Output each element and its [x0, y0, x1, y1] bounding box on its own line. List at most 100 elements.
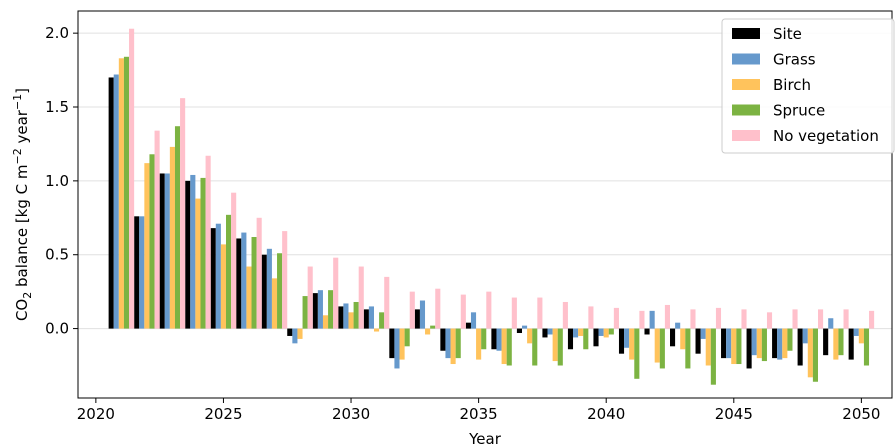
y-label-co-subscript: 2 — [21, 292, 34, 299]
x-tick-label: 2020 — [77, 405, 115, 423]
bar-birch — [833, 328, 839, 360]
x-tick-label: 2035 — [460, 405, 498, 423]
bar-grass — [113, 74, 119, 329]
bar-no-vegetation — [282, 231, 288, 329]
bar-spruce — [481, 328, 487, 350]
bar-grass — [343, 303, 349, 329]
legend-label-no-vegetation: No vegetation — [773, 127, 879, 145]
bar-birch — [399, 328, 405, 360]
bar-grass — [215, 223, 221, 329]
bar-no-vegetation — [690, 309, 696, 329]
y-tick-label: 1.5 — [45, 98, 69, 116]
bar-site — [670, 328, 676, 347]
y-tick-label: 0.0 — [45, 320, 69, 338]
bar-no-vegetation — [639, 310, 645, 329]
y-tick-label: 0.5 — [45, 246, 69, 264]
bar-site — [721, 328, 727, 359]
bar-birch — [654, 328, 660, 363]
bar-birch — [425, 328, 431, 335]
bar-birch — [271, 278, 278, 329]
bar-no-vegetation — [307, 266, 313, 329]
bar-birch — [374, 328, 380, 332]
bar-site — [338, 306, 344, 329]
bar-no-vegetation — [664, 304, 670, 329]
bar-birch — [552, 328, 558, 362]
bar-spruce — [659, 328, 665, 369]
bar-site — [465, 322, 471, 329]
legend-label-grass: Grass — [773, 51, 816, 69]
bar-spruce — [328, 290, 334, 329]
bar-no-vegetation — [409, 291, 415, 329]
bar-no-vegetation — [154, 130, 160, 329]
bar-grass — [777, 328, 783, 360]
bar-no-vegetation — [843, 309, 849, 329]
bar-birch — [220, 244, 226, 329]
bar-birch — [476, 328, 482, 360]
bar-grass — [547, 328, 553, 335]
y-label-co: CO — [13, 299, 31, 321]
bar-spruce — [838, 328, 844, 356]
bar-birch — [322, 315, 329, 329]
bar-no-vegetation — [180, 98, 186, 329]
bar-grass — [394, 328, 400, 369]
x-tick-label: 2025 — [204, 405, 242, 423]
bar-grass — [828, 318, 834, 329]
bar-site — [823, 328, 829, 356]
legend-swatch-no-vegetation — [732, 130, 760, 141]
y-label-balance: balance [kg C m — [13, 164, 31, 291]
bar-no-vegetation — [562, 301, 568, 329]
bar-site — [695, 328, 701, 354]
bar-no-vegetation — [231, 192, 237, 329]
bar-spruce — [404, 328, 410, 347]
bar-spruce — [710, 328, 716, 385]
x-axis-label: Year — [468, 430, 502, 448]
y-label-year-exponent: −1 — [11, 94, 24, 110]
bar-grass — [419, 300, 426, 329]
bar-site — [261, 254, 267, 329]
bar-spruce — [761, 328, 767, 362]
bar-site — [516, 328, 522, 334]
bar-site — [848, 328, 854, 360]
bar-grass — [368, 306, 374, 329]
bar-no-vegetation — [537, 297, 543, 329]
bar-grass — [317, 290, 323, 329]
bar-spruce — [506, 328, 512, 366]
bar-spruce — [123, 56, 130, 329]
bar-site — [593, 328, 599, 347]
bar-grass — [649, 310, 655, 329]
bar-birch — [731, 328, 737, 365]
bar-no-vegetation — [818, 309, 824, 329]
bar-birch — [501, 328, 507, 365]
bar-grass — [164, 173, 170, 329]
bar-spruce — [736, 328, 742, 365]
bar-grass — [675, 322, 681, 329]
bar-birch — [348, 312, 354, 329]
bar-grass — [445, 328, 451, 359]
bar-grass — [598, 328, 604, 336]
bar-no-vegetation — [384, 276, 390, 329]
bar-no-vegetation — [486, 291, 492, 329]
bar-grass — [700, 328, 706, 339]
legend-swatch-grass — [732, 53, 760, 65]
bar-site — [618, 328, 625, 354]
x-axis-ticks: 2020 2025 2030 2035 2040 2045 2050 — [77, 398, 880, 423]
bar-birch — [195, 198, 201, 329]
bar-spruce — [277, 253, 283, 329]
bar-site — [567, 328, 574, 350]
legend-items: Site Grass Birch Spruce No vegetation — [732, 25, 879, 145]
bar-no-vegetation — [435, 288, 441, 329]
bar-birch — [756, 328, 762, 359]
bar-grass — [853, 328, 859, 336]
bar-grass — [470, 312, 477, 329]
bar-birch — [603, 328, 609, 338]
bar-site — [440, 328, 446, 351]
bar-grass — [292, 328, 298, 344]
bar-no-vegetation — [129, 28, 135, 329]
bar-no-vegetation — [205, 155, 211, 329]
bar-spruce — [532, 328, 538, 366]
bar-no-vegetation — [256, 217, 262, 329]
y-axis-label: CO2 balance [kg C m−2 year−1] — [11, 88, 34, 321]
bar-no-vegetation — [333, 257, 339, 329]
y-axis-ticks: 0.0 0.5 1.0 1.5 2.0 — [45, 24, 78, 338]
